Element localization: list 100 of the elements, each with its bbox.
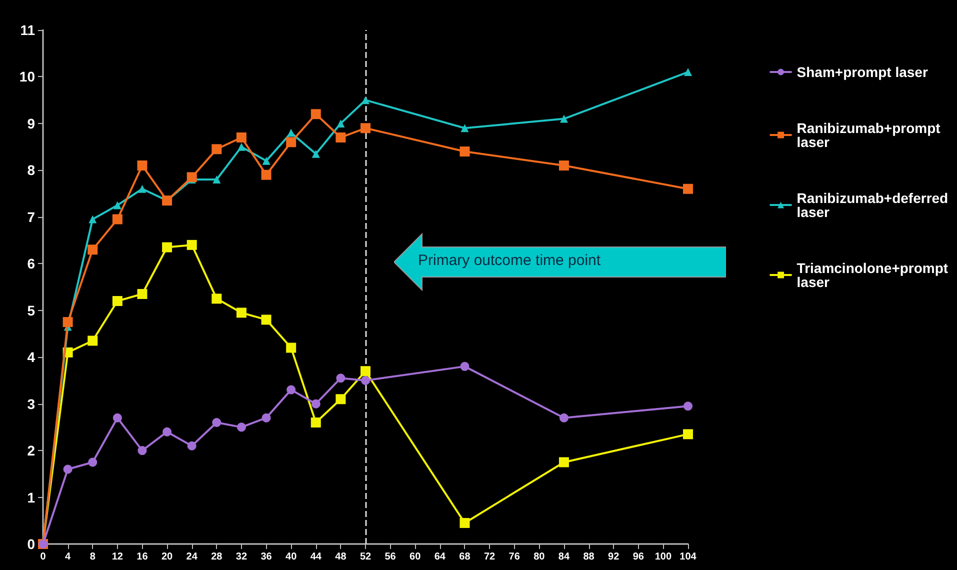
point bbox=[186, 240, 197, 250]
y-tick-label: 6 bbox=[27, 256, 36, 272]
point bbox=[236, 308, 246, 318]
point bbox=[112, 296, 122, 306]
point bbox=[286, 385, 296, 394]
legend-label: Ranibizumab+prompt laser bbox=[796, 120, 944, 150]
point bbox=[212, 294, 222, 304]
x-tick-label: 96 bbox=[632, 552, 644, 562]
legend-label: Ranibizumab+deferred laser bbox=[796, 190, 952, 220]
point bbox=[560, 114, 568, 123]
point bbox=[310, 109, 321, 120]
point bbox=[361, 376, 370, 385]
x-tick-label: 100 bbox=[654, 552, 672, 562]
point bbox=[360, 123, 370, 134]
y-tick-label: 3 bbox=[27, 396, 36, 412]
x-tick-label: 48 bbox=[335, 552, 347, 562]
point bbox=[88, 215, 97, 224]
point bbox=[558, 457, 569, 468]
x-tick-label: 56 bbox=[384, 552, 396, 562]
x-tick-label: 32 bbox=[236, 552, 248, 562]
point bbox=[460, 362, 470, 371]
x-tick-label: 104 bbox=[680, 552, 697, 562]
y-tick-label: 8 bbox=[27, 162, 36, 178]
point bbox=[187, 441, 196, 450]
point bbox=[88, 336, 98, 346]
annotation: Primary outcome time point bbox=[418, 252, 601, 269]
legend-label: Sham+prompt laser bbox=[796, 64, 928, 80]
point bbox=[212, 176, 221, 184]
y-tick-label: 9 bbox=[27, 115, 36, 132]
point bbox=[138, 446, 147, 456]
point bbox=[683, 184, 693, 194]
point bbox=[137, 289, 148, 300]
y-tick-label: 4 bbox=[27, 349, 36, 366]
y-tick-label: 10 bbox=[19, 68, 36, 85]
x-tick-label: 4 bbox=[65, 552, 72, 562]
point bbox=[261, 170, 272, 180]
point bbox=[684, 402, 692, 411]
x-tick-label: 28 bbox=[211, 552, 223, 562]
point bbox=[310, 418, 321, 428]
y-tick-label: 5 bbox=[27, 302, 36, 318]
point bbox=[237, 142, 246, 151]
x-tick-label: 80 bbox=[534, 552, 546, 562]
point bbox=[460, 124, 469, 132]
point bbox=[360, 366, 370, 376]
point bbox=[559, 413, 568, 422]
y-tick-label: 2 bbox=[27, 442, 36, 459]
x-tick-label: 36 bbox=[260, 552, 272, 562]
x-tick-label: 76 bbox=[508, 552, 520, 562]
point bbox=[684, 68, 692, 76]
x-tick-label: 52 bbox=[360, 552, 372, 562]
point bbox=[262, 413, 271, 422]
point bbox=[460, 518, 470, 528]
x-tick-label: 88 bbox=[583, 552, 595, 562]
point bbox=[137, 160, 148, 171]
point bbox=[336, 132, 346, 142]
x-tick-label: 12 bbox=[112, 552, 124, 562]
point bbox=[312, 150, 320, 158]
point bbox=[362, 96, 370, 104]
point bbox=[460, 146, 470, 156]
x-tick-label: 8 bbox=[90, 552, 96, 562]
point bbox=[186, 172, 197, 182]
point bbox=[88, 458, 98, 467]
x-tick-label: 72 bbox=[484, 552, 496, 562]
point bbox=[262, 156, 270, 165]
point bbox=[162, 242, 172, 252]
point bbox=[212, 418, 222, 428]
point bbox=[112, 214, 122, 224]
point bbox=[62, 317, 73, 328]
point bbox=[286, 342, 296, 353]
legend-label: Triamcinolone+prompt laser bbox=[796, 260, 952, 290]
x-tick-label: 64 bbox=[434, 552, 446, 562]
x-tick-label: 84 bbox=[558, 552, 570, 562]
point bbox=[286, 137, 296, 148]
point bbox=[112, 413, 122, 422]
x-tick-label: 92 bbox=[608, 552, 620, 562]
x-tick-label: 20 bbox=[161, 552, 174, 562]
x-tick-label: 44 bbox=[310, 552, 322, 562]
point bbox=[336, 374, 346, 383]
y-tick-label: 11 bbox=[20, 22, 36, 38]
x-tick-label: 68 bbox=[459, 552, 471, 562]
point bbox=[261, 314, 272, 325]
point bbox=[113, 201, 122, 210]
point bbox=[212, 144, 222, 154]
y-tick-label: 7 bbox=[27, 208, 36, 225]
x-tick-label: 0 bbox=[40, 552, 46, 562]
y-tick-label: 0 bbox=[27, 536, 36, 552]
point bbox=[162, 427, 172, 436]
x-tick-label: 60 bbox=[410, 552, 422, 562]
point bbox=[88, 244, 98, 255]
x-tick-label: 40 bbox=[286, 552, 298, 562]
point bbox=[683, 429, 693, 440]
point bbox=[287, 128, 296, 137]
point bbox=[63, 464, 72, 474]
point bbox=[336, 394, 346, 404]
y-tick-label: 1 bbox=[27, 489, 36, 506]
point bbox=[558, 160, 569, 171]
point bbox=[311, 399, 320, 408]
x-tick-label: 16 bbox=[136, 552, 148, 562]
point bbox=[336, 119, 345, 128]
point bbox=[138, 184, 146, 193]
